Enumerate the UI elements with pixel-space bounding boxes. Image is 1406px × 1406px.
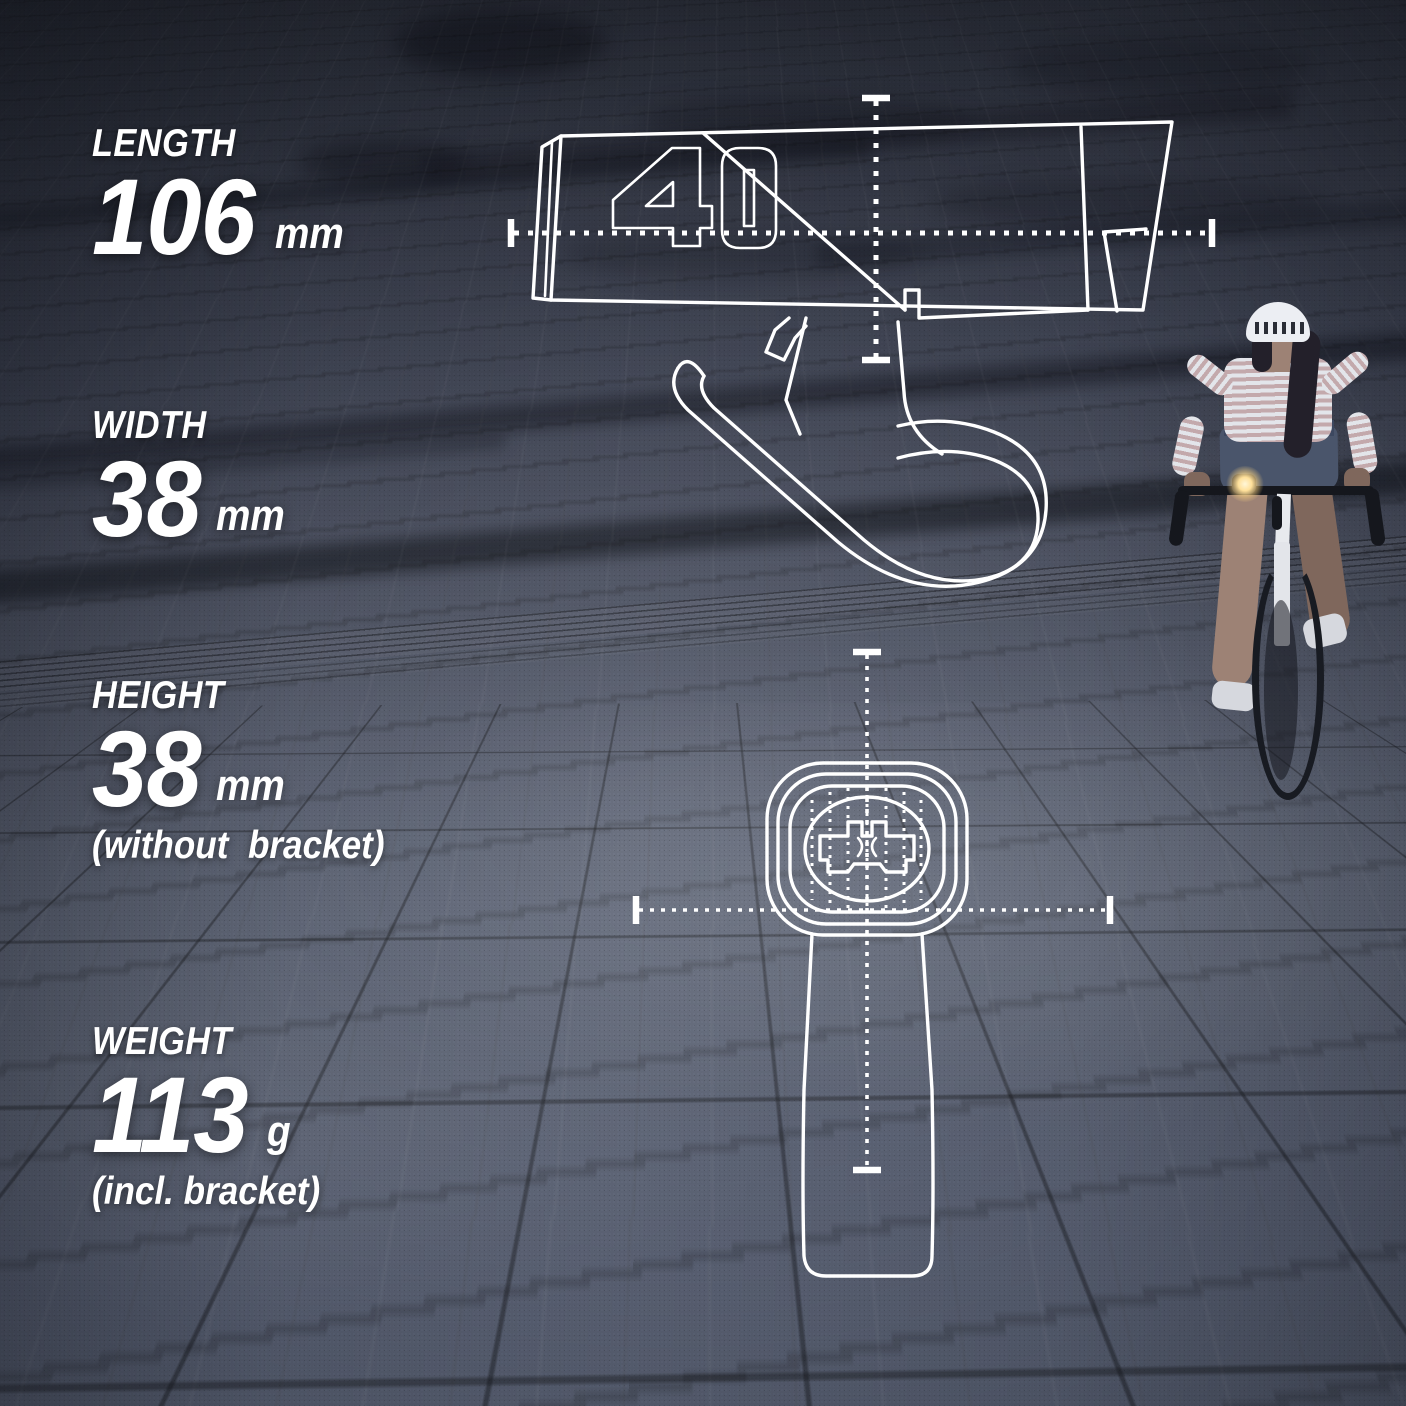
spec-weight-value: 113 <box>92 1054 249 1175</box>
spec-height-note: (without bracket) <box>92 824 385 868</box>
spec-length-label: LENGTH <box>92 122 236 165</box>
spec-width-value: 38 <box>92 438 202 559</box>
headlight-beam <box>1226 466 1264 502</box>
cyclist <box>1168 300 1406 820</box>
spec-width: WIDTH 38 mm <box>92 404 294 559</box>
spec-weight-label: WEIGHT <box>92 1020 232 1063</box>
spec-height-unit: mm <box>216 761 286 811</box>
shadow-patch <box>1010 38 1310 96</box>
spec-length-value: 106 <box>92 156 256 277</box>
spec-length: LENGTH 106 mm <box>92 122 353 277</box>
shadow-patch <box>300 140 470 184</box>
paving-sheen <box>0 703 1406 1406</box>
spec-height: HEIGHT 38 mm (without bracket) <box>92 676 417 865</box>
spec-width-label: WIDTH <box>92 404 207 447</box>
spec-weight-unit: g <box>267 1107 291 1157</box>
spec-weight-note: (incl. bracket) <box>92 1170 321 1214</box>
spec-height-value: 38 <box>92 708 202 829</box>
spec-weight: WEIGHT 113 g (incl. bracket) <box>92 1022 346 1211</box>
spec-length-unit: mm <box>275 209 345 259</box>
spec-height-label: HEIGHT <box>92 674 225 717</box>
spec-width-unit: mm <box>216 491 286 541</box>
shadow-patch <box>395 10 605 76</box>
